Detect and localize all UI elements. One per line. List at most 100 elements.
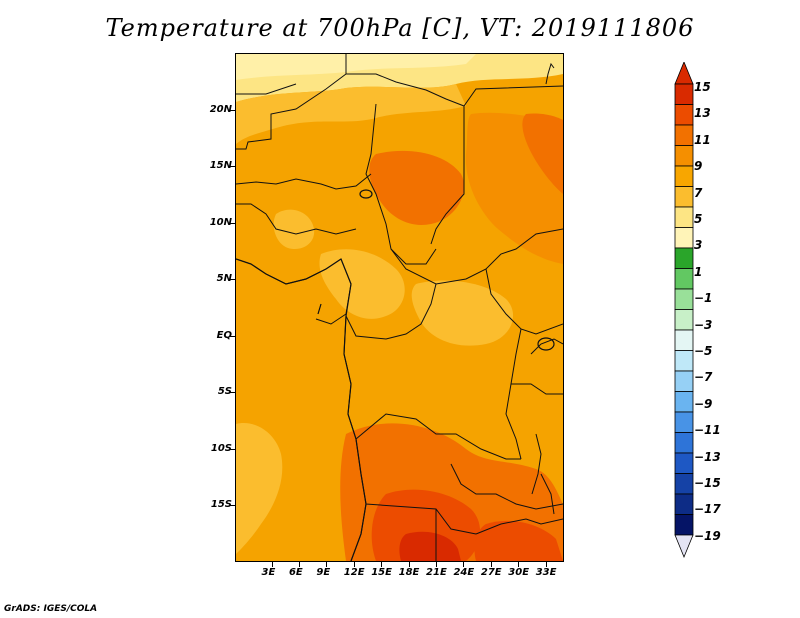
colorbar-label: 7 — [694, 185, 703, 200]
colorbar-box — [674, 268, 694, 290]
lat-tick — [230, 109, 235, 111]
colorbar-label: −15 — [694, 476, 721, 490]
border-uganda-kenya — [530, 338, 563, 355]
temp-field-7-9-north — [236, 84, 466, 144]
lon-tick-label: 21E — [426, 567, 447, 578]
colorbar-label: −19 — [694, 528, 721, 543]
colorbar-box — [674, 432, 694, 454]
border-mali-niger — [236, 173, 372, 190]
lon-tick-label: 33E — [535, 567, 557, 578]
border-drc-south — [355, 413, 521, 460]
colorbar-box — [674, 473, 694, 495]
colorbar-label: 3 — [694, 238, 703, 253]
colorbar-box — [674, 83, 694, 105]
colorbar-box — [674, 206, 694, 228]
colorbar-box — [674, 370, 694, 392]
colorbar-box — [674, 165, 694, 187]
colorbar-boxes — [674, 62, 694, 559]
colorbar-bottom-triangle — [674, 534, 694, 559]
colorbar-box — [674, 124, 694, 146]
colorbar-label: −5 — [694, 344, 713, 358]
lake-victoria — [537, 337, 555, 351]
lon-tick — [490, 562, 492, 567]
colorbar-label: 1 — [694, 264, 703, 279]
lon-tick-label: 30E — [508, 567, 530, 578]
lon-tick-label: 18E — [398, 567, 420, 578]
colorbar-label: −3 — [694, 317, 713, 332]
lon-tick — [408, 562, 410, 567]
lon-tick — [271, 562, 273, 567]
lat-tick — [230, 448, 235, 450]
colorbar-label: 15 — [694, 80, 711, 94]
temp-field-warm-northeast — [522, 113, 563, 194]
lat-tick — [230, 392, 235, 394]
lon-tick-label: 24E — [453, 567, 475, 578]
lon-tick — [326, 562, 328, 567]
colorbar-box — [674, 227, 694, 249]
lake-chad — [359, 189, 373, 199]
colorbar-box — [674, 391, 694, 413]
border-north — [236, 73, 465, 245]
border-car-drc — [345, 283, 437, 340]
colorbar-label: −11 — [694, 423, 721, 438]
colorbar-label: −13 — [694, 449, 721, 464]
temperature-map — [236, 54, 563, 561]
lat-tick-label: EQ — [216, 329, 232, 341]
lon-tick-label: 3E — [261, 567, 276, 578]
border-west-africa — [236, 203, 357, 235]
border-libya-egypt — [463, 85, 563, 107]
border-mauritania — [236, 83, 297, 95]
lon-tick — [518, 562, 520, 567]
lon-tick-label: 6E — [288, 567, 303, 578]
lat-tick — [230, 222, 235, 224]
colorbar-label: −1 — [694, 291, 713, 306]
colorbar-box — [674, 186, 694, 208]
colorbar-top-triangle — [674, 62, 694, 85]
lat-tick-label: 15S — [210, 499, 232, 511]
lake-volta — [317, 303, 322, 315]
lat-tick — [230, 505, 235, 507]
colorbar-label: −9 — [694, 396, 713, 411]
border-tanzania — [511, 383, 563, 395]
footer-credit: GrADS: IGES/COLA — [4, 604, 98, 614]
colorbar-box — [674, 411, 694, 433]
lon-tick — [381, 562, 383, 567]
colorbar-box — [674, 288, 694, 310]
colorbar-label: −7 — [694, 370, 713, 385]
lon-tick — [463, 562, 465, 567]
border-ssudan-east — [485, 268, 563, 335]
lat-tick-label: 20N — [209, 103, 232, 115]
colorbar-label: 9 — [694, 159, 703, 174]
lon-tick — [353, 562, 355, 567]
lat-tick-label: 5N — [216, 273, 232, 285]
lon-tick — [545, 562, 547, 567]
colorbar-box — [674, 329, 694, 351]
lon-tick-label: 15E — [371, 567, 392, 578]
colorbar-box — [674, 350, 694, 372]
colorbar-label: 13 — [694, 106, 711, 121]
temp-field-hot-southeast — [474, 520, 563, 561]
temp-field-patch-central — [319, 249, 405, 319]
lat-tick-label: 10S — [210, 442, 232, 454]
lon-tick-label: 9E — [316, 567, 331, 578]
temp-field-patch-southwest — [236, 423, 283, 554]
lon-tick — [436, 562, 438, 567]
temp-field-patch-east — [411, 280, 514, 346]
colorbar-box — [674, 247, 694, 269]
colorbar-box — [674, 309, 694, 331]
lat-tick — [230, 279, 235, 281]
border-niger-chad — [365, 103, 437, 265]
colorbar-box — [674, 452, 694, 474]
lat-tick — [230, 335, 235, 337]
colorbar-box — [674, 493, 694, 515]
coastline-atlantic — [236, 258, 367, 561]
lon-tick-label: 12E — [343, 567, 365, 578]
temp-field-patch-northwest — [273, 209, 315, 250]
lat-tick-label: 15N — [209, 160, 232, 172]
lake-tanganyika — [531, 433, 542, 495]
lat-tick — [230, 166, 235, 168]
colorbar-label: 5 — [694, 212, 703, 226]
border-nile — [545, 62, 555, 85]
chart-title: Temperature at 700hPa [C], VT: 201911180… — [105, 14, 695, 42]
lon-tick-label: 27E — [480, 567, 502, 578]
